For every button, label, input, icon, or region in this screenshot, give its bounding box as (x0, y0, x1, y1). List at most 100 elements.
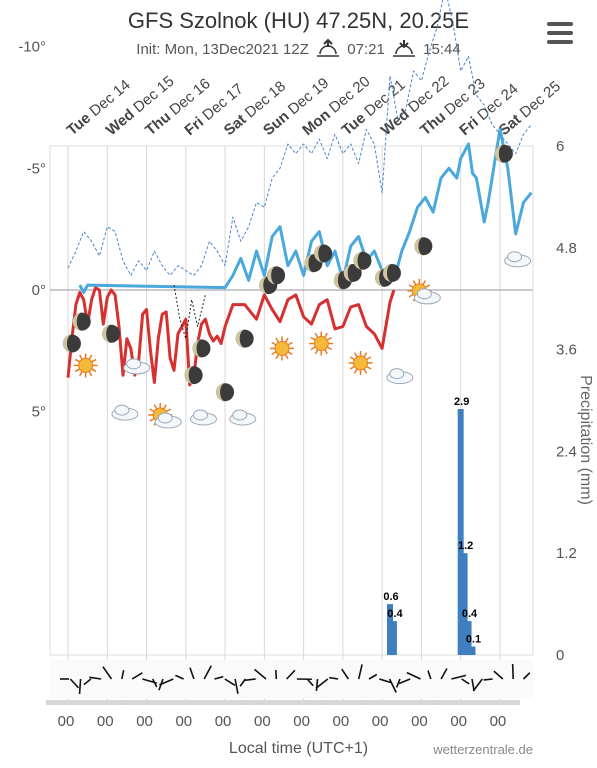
precip-label: 0.1 (466, 634, 481, 646)
precip-label: 0.4 (462, 608, 478, 620)
wind-arrow (175, 674, 184, 680)
y-right-tick: 6 (556, 138, 564, 155)
sun-ray (149, 417, 155, 422)
time-bar (399, 700, 442, 705)
time-bar (124, 700, 167, 705)
wind-row (50, 660, 533, 698)
sun-ray (353, 352, 358, 358)
wind-arrow (203, 665, 212, 680)
sun-icon (270, 336, 295, 361)
precip-bar (469, 646, 476, 655)
precip-bar (390, 621, 397, 655)
precipitation-bars: 0.6 0.4 2.9 1.2 0.4 0.1 (383, 396, 481, 655)
precip-label: 1.2 (458, 540, 473, 552)
moon-lit (235, 329, 245, 348)
hour-label: 00 (372, 713, 389, 730)
moon-icon (267, 266, 286, 285)
wind-arrow (243, 678, 256, 682)
time-bar (46, 700, 88, 705)
wind-arrow (315, 678, 319, 692)
hour-label: 00 (215, 713, 232, 730)
wind-arrow (483, 678, 493, 681)
moon-icon (382, 263, 401, 282)
cloud-icon (154, 412, 182, 429)
wind-arrow (189, 667, 195, 680)
y-right-label: Precipitation (mm) (577, 375, 594, 505)
hour-label: 00 (254, 713, 271, 730)
sun-ray (163, 404, 167, 410)
wind-arrow (253, 668, 267, 680)
wind-arrow (89, 676, 102, 680)
wind-arrow (379, 678, 392, 684)
sun-ray (353, 368, 358, 374)
sun-ray (314, 349, 319, 355)
sun-ray (275, 337, 280, 343)
moon-lit (184, 366, 194, 385)
moon-lit (192, 339, 202, 358)
sunset-icon (392, 40, 415, 57)
hour-label: 00 (490, 713, 507, 730)
hour-label: 00 (58, 713, 75, 730)
wind-arrow (159, 678, 174, 686)
wind-arrow (329, 676, 339, 680)
y-right-tick: 3.6 (556, 342, 577, 359)
sun-ray (412, 280, 417, 286)
time-bar (163, 700, 206, 705)
wind-arrow (131, 672, 143, 680)
sun-ray (271, 341, 277, 346)
wind-arrow (440, 668, 448, 680)
hour-label: 00 (411, 713, 428, 730)
dewpoint-line (67, 0, 532, 276)
wind-arrow (522, 672, 531, 680)
sun-ray (326, 346, 333, 351)
y-axis-right: 6 4.8 3.6 2.4 1.2 0 (556, 138, 577, 664)
time-bar (85, 700, 128, 705)
moon-lit (62, 334, 72, 353)
sun-ray (88, 354, 93, 360)
sun-ray (271, 351, 277, 356)
y-right-tick: 1.2 (556, 545, 577, 562)
y-left-tick: 5° (32, 404, 46, 421)
sun-ray (363, 352, 368, 358)
wind-arrow (315, 678, 329, 689)
wind-arrow (398, 678, 411, 685)
hour-label: 00 (450, 713, 467, 730)
cloud-puff (157, 412, 173, 424)
wind-arrow (78, 678, 82, 695)
moon-icon (235, 329, 254, 348)
wind-arrow (151, 678, 158, 688)
moon-lit (343, 263, 353, 282)
moon-icon (72, 312, 91, 331)
wind-arrow (406, 671, 421, 680)
sun-ray (349, 365, 355, 370)
y-right-tick: 0 (556, 647, 564, 664)
y-right-tick: 2.4 (556, 443, 577, 460)
sun-ray (74, 368, 80, 373)
sun-ray (149, 408, 155, 413)
time-bar (438, 700, 481, 705)
temperature-line (66, 286, 396, 387)
sun-ray (363, 368, 368, 374)
cloud-puff (232, 409, 248, 421)
hour-label: 00 (175, 713, 192, 730)
plot-frame (49, 145, 534, 656)
sun-ray (324, 332, 328, 338)
thursday-dashed-line (173, 285, 206, 340)
sun-ray (284, 354, 289, 360)
cloud-icon (189, 409, 217, 426)
sun-ray (408, 293, 414, 298)
y-left-tick: 0° (32, 282, 46, 299)
cloud-puff (192, 409, 208, 421)
sun-disc (274, 340, 290, 356)
sun-ray (349, 356, 355, 361)
hamburger-menu-icon[interactable] (547, 22, 573, 44)
sun-ray (425, 284, 431, 289)
credit-link[interactable]: wetterzentrale.de (433, 742, 533, 757)
hour-labels: 00 00 00 00 00 00 00 00 00 00 00 00 (46, 700, 520, 730)
sun-icon (73, 353, 98, 378)
sun-ray (74, 358, 80, 363)
wind-arrow (286, 669, 296, 680)
wind-arrow (451, 674, 467, 680)
